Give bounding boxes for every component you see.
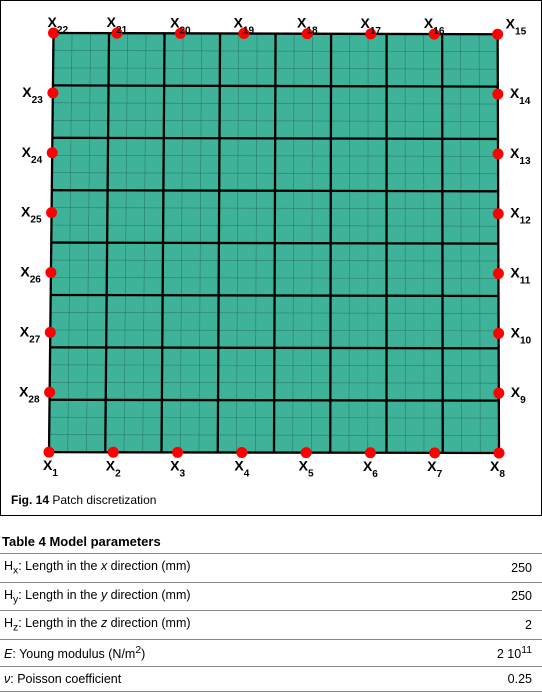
svg-text:X25: X25 xyxy=(21,204,42,226)
figure-caption: Fig. 14 Patch discretization xyxy=(9,493,533,507)
figure-number: Fig. 14 xyxy=(11,493,49,507)
svg-text:X27: X27 xyxy=(20,323,41,345)
svg-text:X8: X8 xyxy=(490,458,505,479)
svg-text:X3: X3 xyxy=(170,457,185,479)
svg-text:X28: X28 xyxy=(19,383,40,405)
table-row: E: Young modulus (N/m2)2 1011 xyxy=(0,639,542,666)
svg-text:X1: X1 xyxy=(43,457,58,479)
svg-text:X26: X26 xyxy=(20,264,41,286)
param-label: ν: Poisson coefficient xyxy=(0,666,433,691)
param-value: 2 xyxy=(433,611,542,640)
param-label: Hz: Length in the z direction (mm) xyxy=(0,611,433,640)
param-label: Hx: Length in the x direction (mm) xyxy=(0,554,433,583)
svg-text:X6: X6 xyxy=(363,458,378,479)
model-parameters-table: Hx: Length in the x direction (mm)250Hy:… xyxy=(0,553,542,692)
patch-chart: X1X2X3X4X5X6X7X8X9X10X11X12X13X14X15X16X… xyxy=(9,9,533,479)
figure-caption-text: Patch discretization xyxy=(52,493,156,507)
svg-text:X4: X4 xyxy=(234,458,249,479)
table-row: Hx: Length in the x direction (mm)250 xyxy=(0,554,542,583)
table-title: Table 4 Model parameters xyxy=(2,534,542,549)
svg-text:X5: X5 xyxy=(299,458,314,479)
table-row: ν: Poisson coefficient0.25 xyxy=(0,666,542,691)
svg-text:X14: X14 xyxy=(510,85,531,107)
svg-text:X15: X15 xyxy=(506,15,527,37)
param-value: 250 xyxy=(433,554,542,583)
svg-text:X11: X11 xyxy=(510,265,530,287)
svg-text:X13: X13 xyxy=(510,145,531,167)
svg-text:X2: X2 xyxy=(106,457,121,479)
figure-container: X1X2X3X4X5X6X7X8X9X10X11X12X13X14X15X16X… xyxy=(0,0,542,516)
svg-text:X10: X10 xyxy=(511,324,532,346)
svg-text:X7: X7 xyxy=(427,458,442,479)
param-value: 250 xyxy=(433,582,542,611)
table-row: Hz: Length in the z direction (mm)2 xyxy=(0,611,542,640)
svg-text:X23: X23 xyxy=(22,84,43,106)
param-label: E: Young modulus (N/m2) xyxy=(0,639,433,666)
svg-text:X9: X9 xyxy=(511,384,526,406)
svg-text:X12: X12 xyxy=(510,205,531,227)
param-label: Hy: Length in the y direction (mm) xyxy=(0,582,433,611)
patch-svg: X1X2X3X4X5X6X7X8X9X10X11X12X13X14X15X16X… xyxy=(9,9,533,479)
table-row: Hy: Length in the y direction (mm)250 xyxy=(0,582,542,611)
svg-text:X24: X24 xyxy=(22,144,43,166)
param-value: 2 1011 xyxy=(433,639,542,666)
param-value: 0.25 xyxy=(433,666,542,691)
